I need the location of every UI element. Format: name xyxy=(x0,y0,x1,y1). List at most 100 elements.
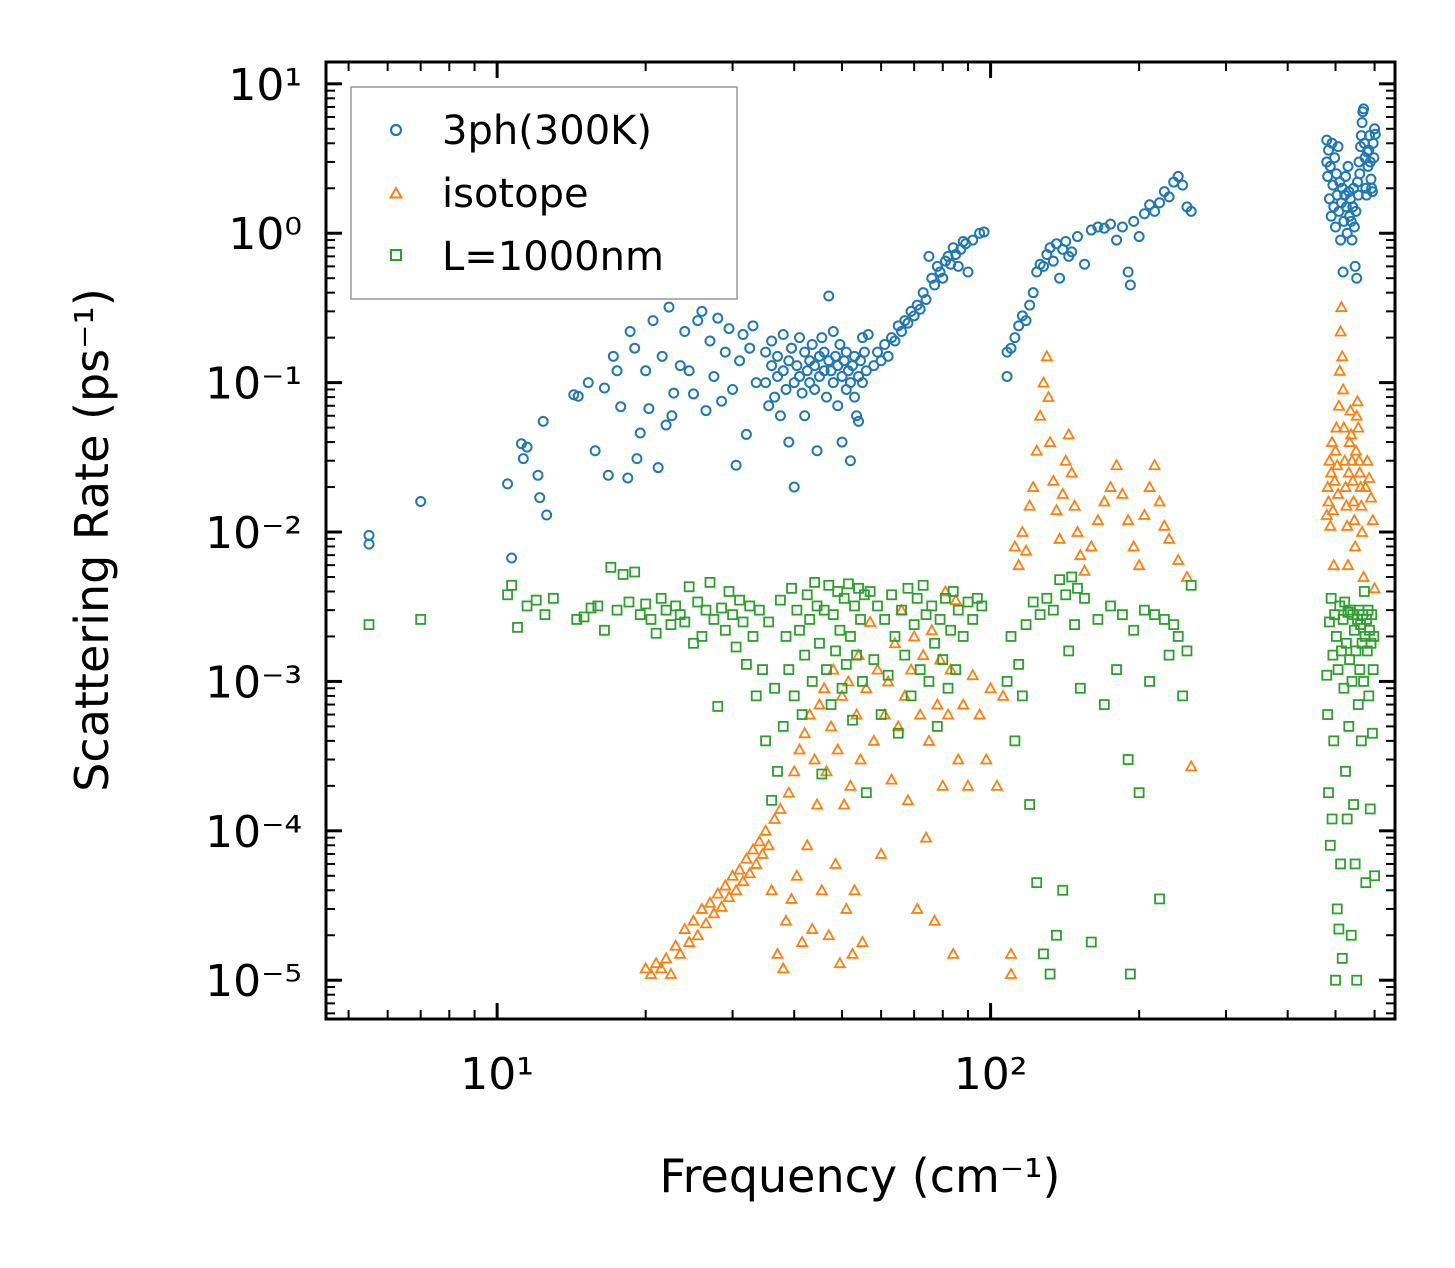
data-point xyxy=(1008,539,1022,552)
data-point xyxy=(1360,877,1372,889)
data-point xyxy=(844,455,856,467)
data-point xyxy=(1005,631,1017,642)
data-point xyxy=(862,328,874,340)
data-point xyxy=(914,303,926,315)
data-point xyxy=(1034,609,1046,621)
data-point xyxy=(812,697,826,710)
data-point xyxy=(942,682,954,694)
data-point xyxy=(1326,503,1340,516)
data-point xyxy=(1322,453,1336,466)
data-point xyxy=(957,631,969,642)
data-point xyxy=(926,600,938,612)
data-point xyxy=(1358,103,1370,115)
data-point xyxy=(910,902,924,914)
data-point xyxy=(934,266,946,278)
data-point xyxy=(825,365,837,377)
data-point xyxy=(696,305,708,317)
data-point xyxy=(703,895,717,908)
data-point xyxy=(770,947,785,959)
data-point xyxy=(747,631,759,642)
data-point xyxy=(1346,234,1358,246)
data-point xyxy=(1138,208,1150,220)
data-point xyxy=(708,614,720,625)
data-point xyxy=(801,365,813,377)
data-point xyxy=(787,764,801,777)
data-point xyxy=(836,682,848,694)
data-point xyxy=(607,350,619,362)
data-point xyxy=(1324,160,1336,172)
data-point xyxy=(1339,596,1351,608)
data-point xyxy=(615,401,627,413)
data-point xyxy=(1092,221,1104,233)
series-2-markers xyxy=(363,561,1380,986)
data-point xyxy=(976,600,988,612)
data-point xyxy=(1009,332,1021,344)
data-point xyxy=(931,260,943,272)
data-point xyxy=(774,410,786,422)
data-point xyxy=(1351,974,1363,986)
data-point xyxy=(1355,525,1369,537)
data-point xyxy=(1338,453,1352,466)
data-point xyxy=(1354,664,1366,675)
data-point xyxy=(737,328,749,340)
data-point xyxy=(585,602,597,614)
data-point xyxy=(719,624,731,636)
data-point xyxy=(1115,487,1129,499)
data-point xyxy=(859,681,873,694)
data-point xyxy=(1350,408,1364,421)
data-point xyxy=(1128,215,1140,227)
data-point xyxy=(1343,720,1355,732)
data-point xyxy=(859,589,870,601)
data-point xyxy=(1365,637,1377,649)
data-point xyxy=(736,874,750,887)
data-point xyxy=(923,250,935,262)
data-point xyxy=(1335,858,1346,870)
data-point xyxy=(1321,669,1333,681)
data-point xyxy=(729,883,743,896)
data-point xyxy=(1084,539,1098,552)
data-point xyxy=(1358,586,1370,597)
data-point xyxy=(840,346,852,358)
data-point xyxy=(707,906,721,919)
data-point xyxy=(920,609,932,621)
data-point xyxy=(605,561,617,573)
data-point xyxy=(1133,231,1145,243)
data-point xyxy=(674,360,686,372)
x-tick-label: 10¹ xyxy=(460,1049,534,1100)
data-point xyxy=(845,631,856,642)
data-point xyxy=(644,967,658,979)
data-point xyxy=(1328,474,1342,486)
data-point xyxy=(723,323,735,335)
data-point xyxy=(1085,936,1097,948)
data-point xyxy=(945,624,957,636)
data-point xyxy=(1325,592,1337,604)
data-point xyxy=(1350,645,1362,657)
data-point xyxy=(790,868,804,881)
data-point xyxy=(872,600,883,612)
data-point xyxy=(908,619,920,631)
data-point xyxy=(882,669,894,681)
data-point xyxy=(715,899,729,912)
data-point xyxy=(521,441,533,453)
data-point xyxy=(1074,682,1086,694)
data-point xyxy=(788,377,800,389)
data-point xyxy=(952,260,964,272)
data-point xyxy=(652,462,664,474)
data-point xyxy=(1060,589,1072,601)
data-point xyxy=(1171,553,1185,565)
data-point xyxy=(798,726,812,739)
data-point xyxy=(831,742,845,755)
data-point xyxy=(617,569,629,580)
data-point xyxy=(1364,490,1378,503)
data-point xyxy=(855,935,869,947)
data-point xyxy=(947,242,959,254)
data-point xyxy=(765,883,779,896)
data-point xyxy=(602,469,614,481)
data-point xyxy=(1323,518,1337,531)
data-point xyxy=(766,360,778,372)
data-point xyxy=(1358,480,1372,492)
data-point xyxy=(1349,260,1361,272)
data-point xyxy=(654,961,668,974)
x-axis-label: Frequency (cm⁻¹) xyxy=(660,1149,1061,1203)
